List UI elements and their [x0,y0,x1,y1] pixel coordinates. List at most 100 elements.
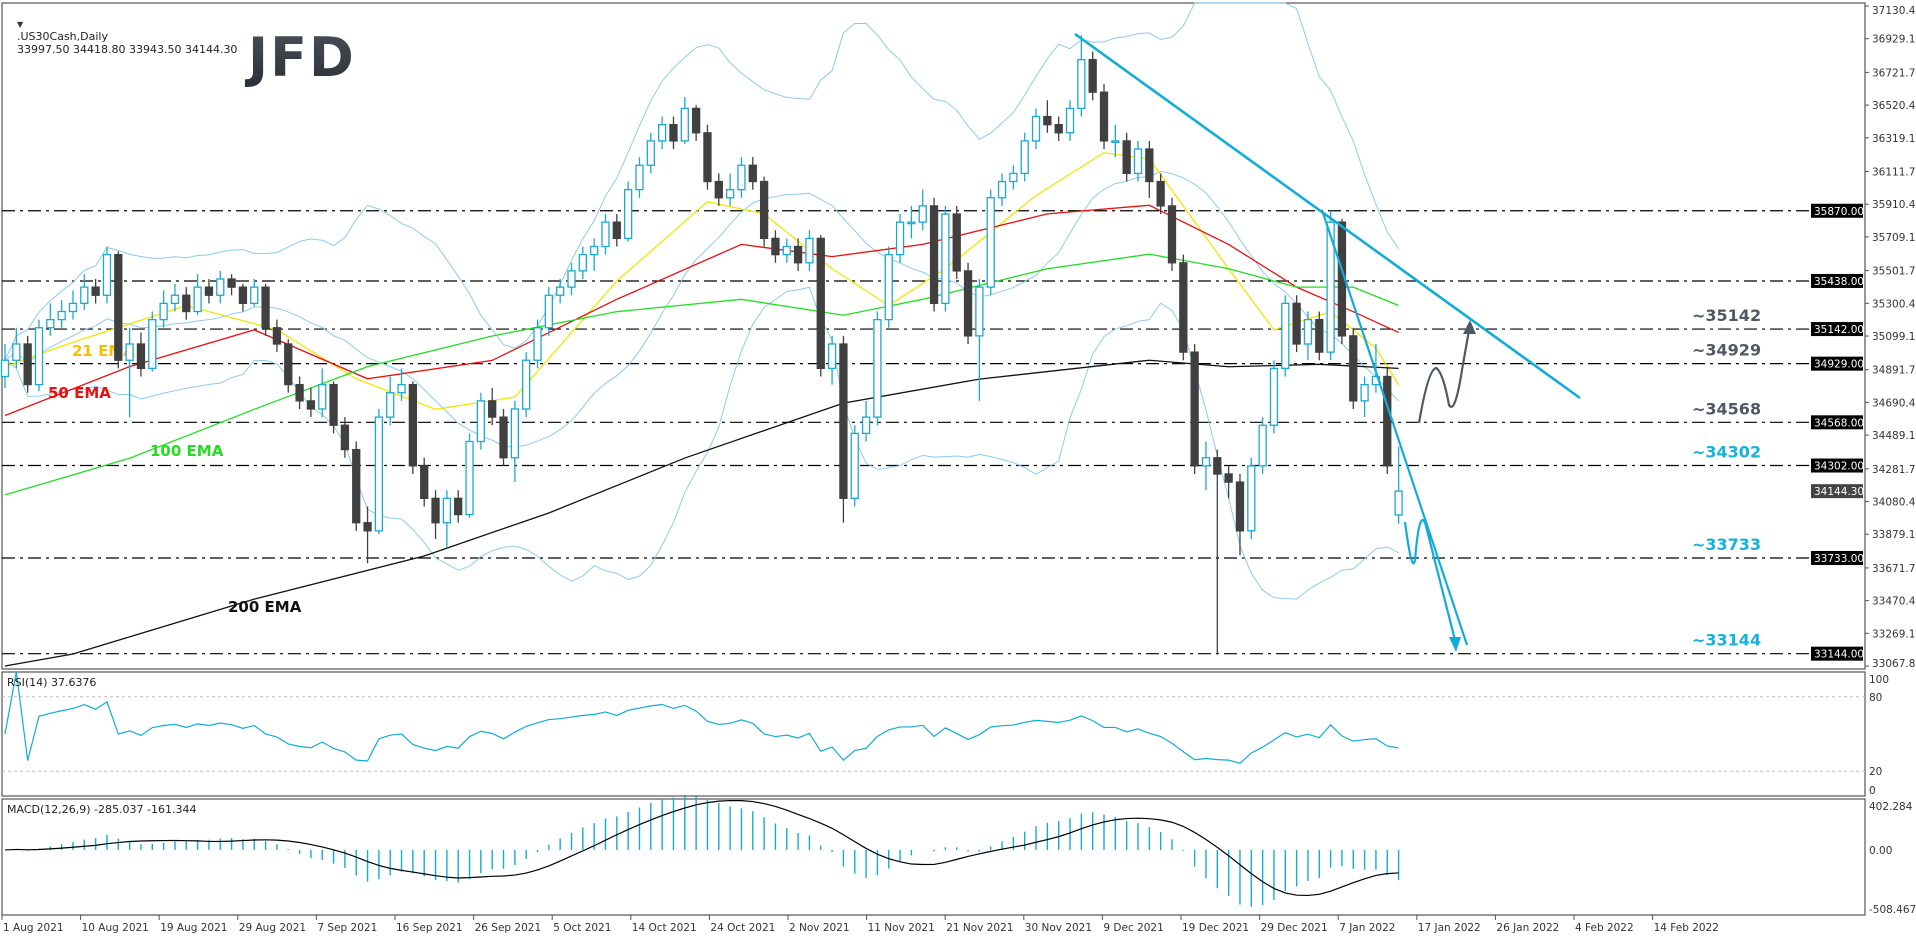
candle-body [363,522,372,532]
candle-body [816,237,825,370]
date-tick-label: 21 Nov 2021 [946,922,1013,934]
candle-body [102,253,112,296]
candle [907,205,916,239]
candle [1247,457,1256,539]
candle [793,238,803,271]
macd-tick-label: 0.00 [1869,845,1892,857]
date-tick-label: 7 Jan 2022 [1339,922,1395,934]
candle [590,238,599,271]
candle [499,408,508,466]
candle-body [499,416,508,459]
date-tick-label: 5 Oct 2021 [553,922,611,934]
rsi-label: RSI(14) 37.6376 [7,676,97,689]
candle [997,173,1007,206]
bearish-path-arrow [1403,518,1457,641]
candle [102,246,112,304]
candle-body [1088,59,1097,93]
candle-body [601,221,610,248]
candle-body [522,359,531,410]
candle [318,368,327,418]
candle-body [657,124,667,142]
level-price-label: 33144.00 [1814,649,1864,661]
candle [159,290,168,328]
candle [408,381,418,474]
candle-body [691,107,701,134]
candle [216,270,225,304]
candle-body [488,400,497,418]
candle-body [295,383,304,402]
steep-trendline [1321,212,1469,646]
candle-body [397,383,406,394]
level-price-label: 35438.00 [1814,276,1864,288]
date-tick-label: 19 Aug 2021 [160,922,227,934]
current-price-box [1811,484,1863,499]
candle-body [590,245,599,256]
candle [250,279,259,307]
candle [918,189,927,231]
candle-body [182,294,191,313]
candle [1383,368,1392,474]
candle-body [805,237,814,264]
price-tick-label: 37130.40 [1872,5,1916,17]
candle-body [136,343,146,370]
candle [850,425,859,507]
candle [1077,35,1086,117]
ohlc-readout: 33997.50 34418.80 33943.50 34144.30 [17,43,238,56]
candle-body [148,318,157,370]
candle-body [1077,59,1086,110]
candle-body [895,221,905,256]
level-annotation: ~34929 [1692,341,1761,360]
candle [125,327,134,418]
candle-body [1281,302,1290,370]
price-tick-label: 36520.40 [1872,100,1916,112]
candle-body [771,237,780,256]
candle [306,387,316,418]
candle [680,97,689,145]
rsi-panel [1,671,1866,797]
candle [476,392,486,450]
price-tick-label: 33470.40 [1872,596,1916,608]
candle [0,344,10,388]
date-tick-label: 30 Nov 2021 [1025,922,1092,934]
candle [986,189,995,296]
candle-body [544,294,553,329]
level-price-label: 35142.00 [1814,324,1864,336]
price-tick-label: 33269.10 [1872,628,1916,640]
candle [340,417,350,458]
ema-line-21 [4,152,1400,410]
macd-tick-label: -508.467 [1869,904,1916,916]
price-tick-label: 35709.10 [1872,232,1916,244]
svg-text:JFD: JFD [244,26,356,89]
rsi-tick-label: 100 [1869,674,1889,686]
candle-body [91,286,100,296]
candle-body [1043,115,1052,126]
candle [284,339,293,393]
candle [397,368,406,401]
candle [272,319,282,353]
rsi-tick-label: 20 [1869,766,1882,778]
collapse-triangle-icon[interactable]: ▼ [17,20,24,29]
candle [182,287,191,320]
date-tick-label: 17 Jan 2022 [1418,922,1481,934]
candle [816,235,825,377]
candle-body [0,359,10,378]
candle-body [1201,457,1211,467]
date-tick-label: 2 Nov 2021 [789,922,850,934]
candle [1224,465,1233,499]
candle [963,262,973,345]
candle [612,214,621,247]
candle-body [204,286,214,296]
candle [1337,218,1347,345]
candle [57,300,66,328]
level-price-label: 34929.00 [1814,359,1864,371]
candle [895,214,905,263]
ema-label: 200 EMA [228,598,302,616]
candle-body [306,400,316,410]
candle-body [114,253,123,361]
price-tick-label: 36111.70 [1872,167,1916,179]
candle [1315,311,1324,361]
candle-body [533,327,542,361]
candle-body [34,327,44,386]
candle [1258,417,1267,474]
